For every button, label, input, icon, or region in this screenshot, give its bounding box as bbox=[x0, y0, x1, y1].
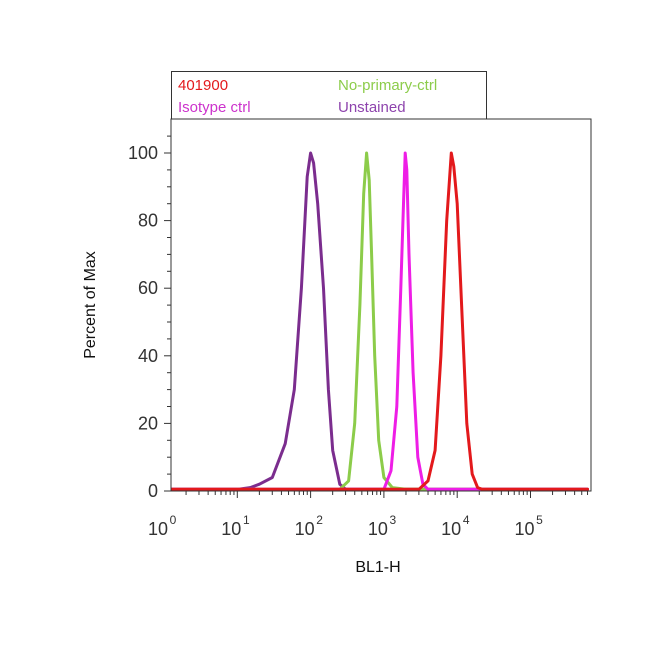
series-line-unstained bbox=[171, 151, 589, 491]
y-axis-title: Percent of Max bbox=[82, 251, 99, 359]
x-tick-exponent: 4 bbox=[463, 513, 470, 527]
x-tick-label: 10 bbox=[221, 519, 241, 539]
series-line-401900 bbox=[171, 151, 589, 491]
series-line-isotype-ctrl bbox=[171, 151, 589, 491]
x-tick-exponent: 2 bbox=[316, 513, 323, 527]
plot-frame bbox=[170, 118, 592, 492]
x-tick-label: 10 bbox=[295, 519, 315, 539]
y-tick-label: 40 bbox=[138, 346, 158, 366]
x-tick-exponent: 5 bbox=[536, 513, 543, 527]
legend-item-401900: 401900 bbox=[178, 77, 229, 94]
legend-item-unstained: Unstained bbox=[338, 99, 406, 116]
x-axis-title: BL1-H bbox=[355, 559, 400, 576]
legend-item-no-primary-ctrl: No-primary-ctrl bbox=[338, 77, 438, 94]
legend-item-isotype-ctrl: Isotype ctrl bbox=[178, 99, 251, 116]
x-tick-exponent: 1 bbox=[243, 513, 250, 527]
x-tick-label: 10 bbox=[368, 519, 388, 539]
y-tick-label: 100 bbox=[128, 143, 158, 163]
chart-legend: 401900 No-primary-ctrl Isotype ctrl Unst… bbox=[171, 71, 487, 119]
y-tick-label: 60 bbox=[138, 278, 158, 298]
y-tick-label: 0 bbox=[148, 481, 158, 501]
x-tick-label: 10 bbox=[514, 519, 534, 539]
series-line-no-primary-ctrl bbox=[171, 151, 589, 491]
series-layer bbox=[171, 151, 589, 491]
x-tick-label: 10 bbox=[148, 519, 168, 539]
y-tick-label: 80 bbox=[138, 211, 158, 231]
x-tick-exponent: 3 bbox=[390, 513, 397, 527]
x-tick-exponent: 0 bbox=[170, 513, 177, 527]
y-tick-label: 20 bbox=[138, 413, 158, 433]
x-tick-label: 10 bbox=[441, 519, 461, 539]
